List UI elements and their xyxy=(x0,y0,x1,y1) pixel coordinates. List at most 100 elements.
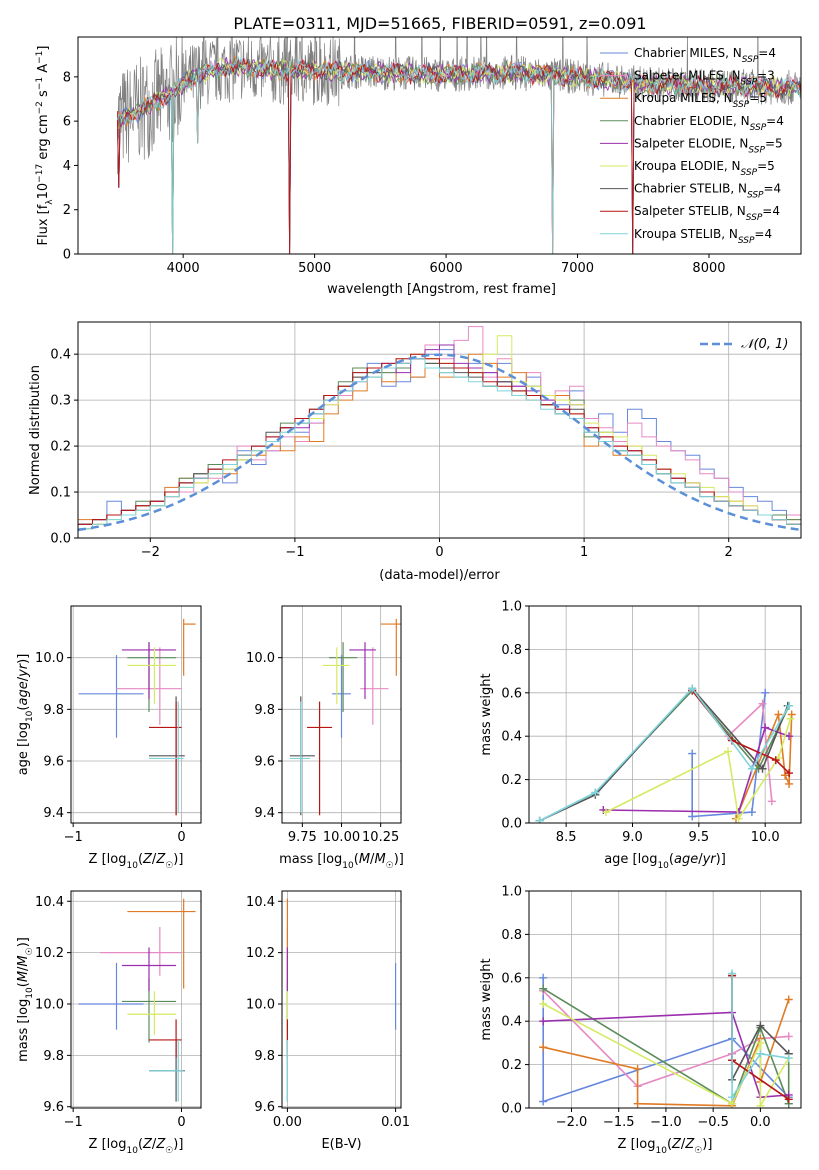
plus-marker xyxy=(756,1049,765,1058)
y-tick-label: 9.4 xyxy=(254,806,275,821)
model-spectrum-8 xyxy=(116,58,801,254)
x-tick-label: 7000 xyxy=(561,261,594,276)
plot-area-age_vs_mass xyxy=(282,606,401,823)
model-spectrum-9 xyxy=(116,55,801,254)
y-tick-label: 2 xyxy=(63,203,71,218)
plus-marker xyxy=(734,814,743,823)
plot-area-age_vs_Z xyxy=(71,606,201,823)
x-tick-label: 9.75 xyxy=(288,830,317,845)
axes-frame xyxy=(281,890,402,1109)
y-tick-label: 9.8 xyxy=(254,703,275,718)
plot-mass_vs_ebv: 0.00 0.01 9.6 9.8 10.0 10.2 10.4 E(B-V) xyxy=(246,890,410,1152)
y-tick-label: 0.0 xyxy=(501,817,522,832)
plus-marker xyxy=(539,973,548,982)
axes-frame xyxy=(77,36,802,255)
x-tick-label: −1 xyxy=(64,1115,83,1130)
x-tick-label: 8000 xyxy=(692,261,725,276)
y-tick-label: 9.8 xyxy=(43,703,64,718)
legend-entry: Kroupa MILES, NSSP=5 xyxy=(634,91,767,110)
observed-spectrum xyxy=(117,37,801,175)
y-tick-label: 0.1 xyxy=(50,486,71,501)
x-tick-label: 10.00 xyxy=(323,830,360,845)
plus-marker xyxy=(633,1064,642,1073)
plus-marker xyxy=(539,999,548,1008)
x-tick-label: 9.5 xyxy=(688,830,709,845)
y-tick-label: 0.2 xyxy=(50,440,71,455)
axes-frame xyxy=(70,890,202,1109)
plot-area-mass_vs_ebv xyxy=(282,891,401,1108)
plus-marker xyxy=(758,699,767,708)
x-tick-label: 4000 xyxy=(167,261,200,276)
plus-marker xyxy=(539,1097,548,1106)
plus-marker xyxy=(784,1054,793,1063)
x-axis-label: E(B-V) xyxy=(321,1137,361,1152)
legend-entry: Chabrier ELODIE, NSSP=4 xyxy=(634,114,784,133)
y-tick-label: 10.4 xyxy=(246,895,275,910)
plot-area-mass_vs_Z xyxy=(71,891,201,1108)
plot-mass_weight_vs_Z: −2.0 −1.5 −1.0 −0.5 0.0 0.0 0.2 0.4 0.6 0.8 1.0 Z [… xyxy=(479,885,802,1156)
x-tick-label: 0 xyxy=(435,545,443,560)
plus-marker xyxy=(785,779,794,788)
y-tick-label: 0 xyxy=(63,248,71,263)
x-tick-label: 10.25 xyxy=(362,830,399,845)
plot-area-spectrum xyxy=(116,37,801,254)
x-axis-label: Z [log10(Z/Z☉)] xyxy=(89,1137,184,1156)
plus-marker xyxy=(774,710,783,719)
legend-entry: Kroupa ELODIE, NSSP=5 xyxy=(634,159,775,178)
y-tick-label: 8 xyxy=(63,70,71,85)
y-tick-label: 0.6 xyxy=(501,971,522,986)
plus-marker xyxy=(688,749,697,758)
y-tick-label: 0.0 xyxy=(50,532,71,547)
y-tick-label: 10.0 xyxy=(246,997,275,1012)
axes-frame xyxy=(528,605,802,824)
y-tick-label: 0.4 xyxy=(501,1015,522,1030)
plot-area-mass_weight_vs_Z xyxy=(529,891,801,1108)
weight-series-9 xyxy=(731,973,789,1100)
x-tick-label: −2 xyxy=(141,545,160,560)
plus-marker xyxy=(633,1099,642,1108)
y-tick-label: 10.0 xyxy=(246,651,275,666)
y-tick-label: 0.4 xyxy=(501,730,522,745)
y-tick-label: 10.0 xyxy=(35,651,64,666)
weight-series-9 xyxy=(539,687,790,822)
plus-marker xyxy=(771,756,780,765)
y-tick-label: 9.6 xyxy=(43,1100,64,1115)
legend-entry: Salpeter ELODIE, NSSP=5 xyxy=(634,136,783,155)
legend-entry: Kroupa STELIB, NSSP=4 xyxy=(634,227,772,246)
plus-marker xyxy=(688,684,697,693)
y-tick-label: 0.6 xyxy=(501,686,522,701)
plus-marker xyxy=(761,723,770,732)
y-tick-label: 1.0 xyxy=(501,885,522,900)
y-axis-label: mass weight xyxy=(479,958,494,1040)
axes-frame xyxy=(528,890,802,1109)
x-tick-label: −1.0 xyxy=(650,1115,682,1130)
spectrum-legend: Chabrier MILES, NSSP=4 Salpeter MILES, NS… xyxy=(600,46,784,246)
plus-marker xyxy=(761,688,770,697)
x-axis-label: (data-model)/error xyxy=(379,568,500,583)
y-tick-label: 9.6 xyxy=(43,755,64,770)
x-tick-label: 9.0 xyxy=(622,830,643,845)
y-tick-label: 9.6 xyxy=(254,755,275,770)
y-tick-label: 10.2 xyxy=(246,946,275,961)
plus-marker xyxy=(785,769,794,778)
plus-marker xyxy=(784,995,793,1004)
plus-marker xyxy=(724,747,733,756)
plus-marker xyxy=(756,1021,765,1030)
y-tick-label: 0.8 xyxy=(501,643,522,658)
plot-spectrum: 4000 5000 6000 7000 8000 0 2 4 6 8 wavelength [Ang… xyxy=(35,36,802,297)
x-tick-label: 0.0 xyxy=(750,1115,771,1130)
x-tick-label: −1 xyxy=(285,545,304,560)
y-tick-label: 10.4 xyxy=(35,895,64,910)
y-axis-label: Flux [fλ10−17 erg cm−2 s−1 A−1] xyxy=(35,46,55,246)
y-tick-label: 0.0 xyxy=(501,1102,522,1117)
x-axis-label: Z [log10(Z/Z☉)] xyxy=(89,852,184,871)
plus-marker xyxy=(767,797,776,806)
x-axis-label: age [log10(age/yr)] xyxy=(604,852,726,871)
x-tick-label: 2 xyxy=(725,545,733,560)
plus-marker xyxy=(728,1093,737,1102)
y-tick-label: 0.8 xyxy=(501,928,522,943)
plus-marker xyxy=(688,812,697,821)
plot-area-residuals xyxy=(78,322,801,538)
plot-age_vs_Z: −1 0 9.4 9.6 9.8 10.0 Z [log10(Z/Z☉)] age [log1… xyxy=(16,605,202,871)
